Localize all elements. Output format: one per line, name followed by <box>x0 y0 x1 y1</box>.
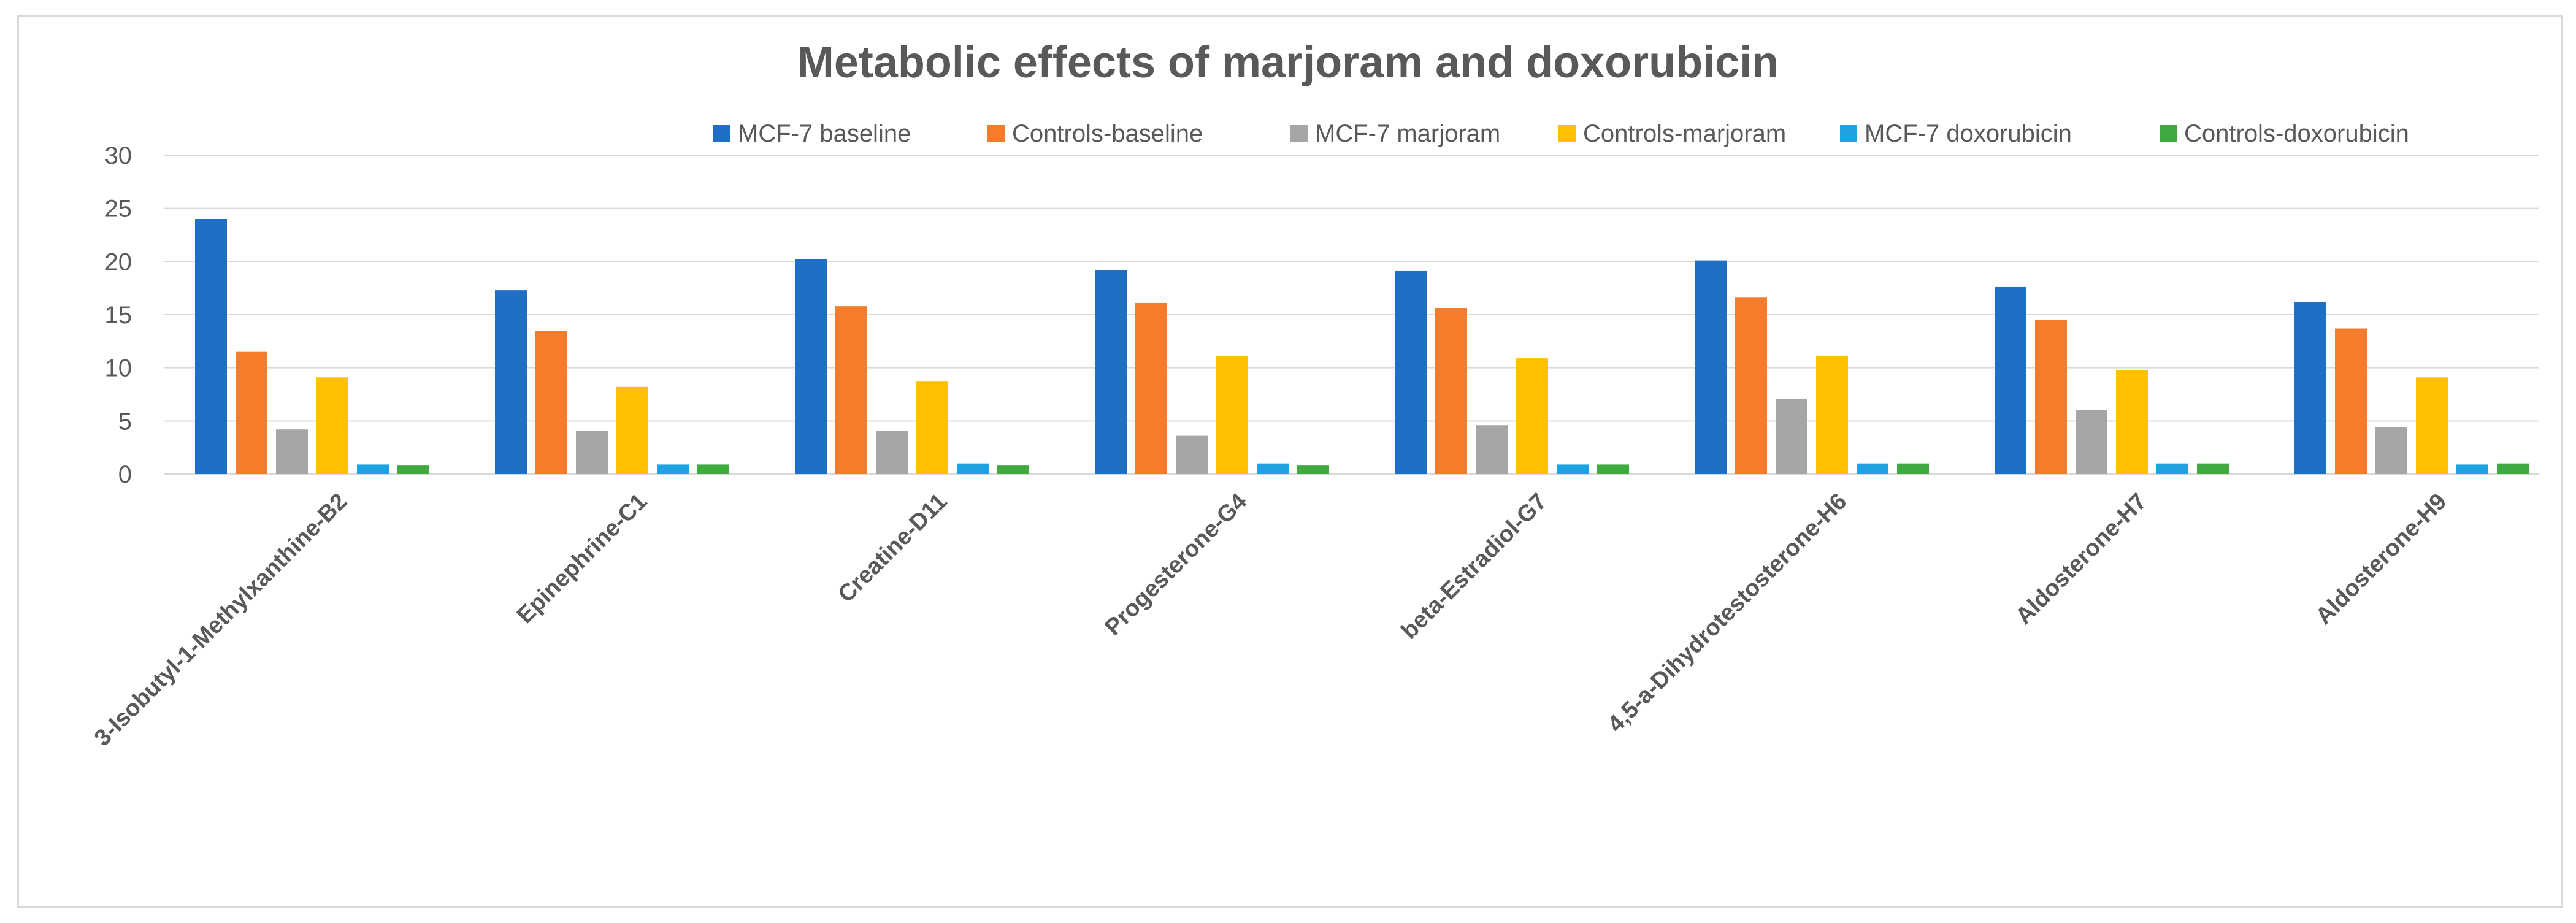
bar <box>236 351 267 474</box>
bar <box>957 463 989 474</box>
bar <box>616 386 648 474</box>
legend-label: MCF-7 marjoram <box>1315 120 1500 147</box>
bar <box>1995 286 2026 474</box>
legend-label: Controls-baseline <box>1012 120 1203 147</box>
x-tick-label: Aldosterone-H9 <box>2311 489 2452 630</box>
y-tick-label: 5 <box>118 408 132 435</box>
bar <box>1476 425 1508 474</box>
bar <box>697 464 729 474</box>
bar <box>1857 463 1888 474</box>
y-tick-label: 15 <box>105 302 132 329</box>
bar <box>1695 260 1727 474</box>
bar <box>2197 463 2229 474</box>
y-tick-label: 30 <box>105 142 132 169</box>
bar <box>535 331 567 474</box>
bar <box>2116 370 2148 474</box>
bar <box>1216 356 1248 474</box>
bar <box>1516 358 1548 474</box>
bar <box>1176 435 1208 474</box>
bar <box>316 377 348 474</box>
bar <box>1597 464 1629 474</box>
bar <box>657 464 689 474</box>
x-tick-label: Aldosterone-H7 <box>2011 489 2152 630</box>
legend-swatch <box>987 125 1005 142</box>
legend-label: MCF-7 baseline <box>738 120 911 147</box>
bar <box>2497 463 2529 474</box>
bar <box>1135 302 1167 474</box>
legend-swatch <box>713 125 730 142</box>
bar <box>1897 463 1929 474</box>
bar <box>2156 463 2188 474</box>
bar <box>1776 398 1807 474</box>
y-axis: 0 5 10 15 20 25 30 <box>105 142 132 488</box>
bar <box>1435 308 1467 474</box>
x-tick-label: 4,5-a-Dihydrotestosterone-H6 <box>1603 489 1852 738</box>
bar <box>576 430 608 474</box>
bar <box>1257 463 1289 474</box>
bar <box>1735 297 1767 474</box>
bar <box>2335 328 2367 474</box>
bar <box>1297 465 1329 474</box>
bar <box>1095 270 1127 474</box>
x-tick-label: Creatine-D11 <box>833 489 952 608</box>
bar <box>397 465 429 474</box>
bar <box>276 429 308 474</box>
x-tick-label: Progesterone-G4 <box>1100 489 1252 641</box>
bar <box>1557 464 1589 474</box>
legend-swatch <box>1840 125 1857 142</box>
bar <box>1395 270 1427 474</box>
y-tick-label: 25 <box>105 196 132 223</box>
bar <box>2035 320 2067 474</box>
x-axis-labels: 3-Isobutyl-1-Methylxanthine-B2 Epinephrin… <box>90 489 2451 751</box>
bar <box>916 381 948 474</box>
legend-swatch <box>1558 125 1576 142</box>
legend-swatch <box>1290 125 1308 142</box>
bar <box>2294 302 2326 474</box>
y-tick-label: 20 <box>105 248 132 275</box>
legend-swatch <box>2160 125 2177 142</box>
bar <box>2456 464 2488 474</box>
bar <box>495 290 527 474</box>
bars <box>195 219 2529 474</box>
bar <box>2076 410 2107 474</box>
bar <box>357 464 389 474</box>
legend-label: MCF-7 doxorubicin <box>1865 120 2072 147</box>
bar <box>795 259 827 474</box>
legend: MCF-7 baseline Controls-baseline MCF-7 mar… <box>713 120 2409 147</box>
bar <box>1816 356 1848 474</box>
bar <box>835 306 867 474</box>
legend-label: Controls-marjoram <box>1583 120 1786 147</box>
bar <box>997 465 1029 474</box>
legend-label: Controls-doxorubicin <box>2184 120 2409 147</box>
bar <box>876 430 908 474</box>
x-tick-label: 3-Isobutyl-1-Methylxanthine-B2 <box>90 489 352 751</box>
x-tick-label: beta-Estradiol-G7 <box>1397 489 1552 645</box>
x-tick-label: Epinephrine-C1 <box>512 489 652 629</box>
y-tick-label: 10 <box>105 355 132 382</box>
chart-title: Metabolic effects of marjoram and doxoru… <box>797 38 1779 87</box>
bar <box>195 219 227 474</box>
y-tick-label: 0 <box>118 461 132 488</box>
bar <box>2416 377 2448 474</box>
bar <box>2375 427 2407 474</box>
